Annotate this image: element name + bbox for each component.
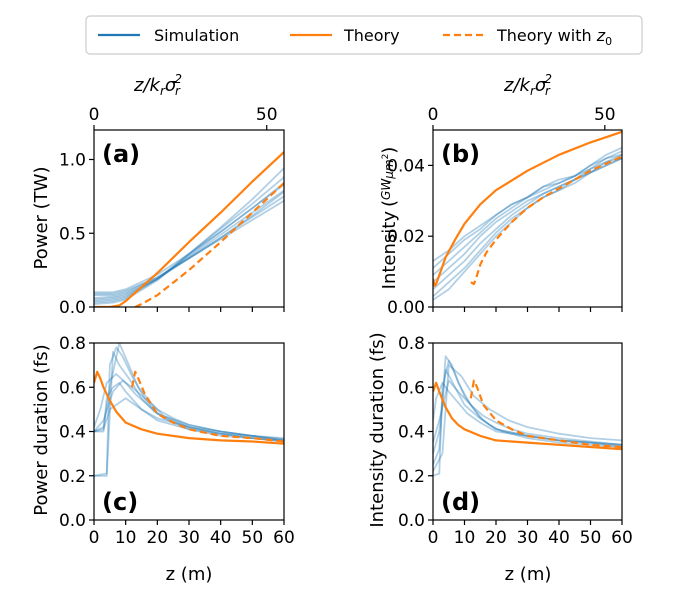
panel-b-ytick-label: 0.04 [387, 156, 425, 176]
panel-c-xtick-label: 20 [147, 528, 169, 548]
panel-a-plot-area [94, 151, 284, 307]
panel-d-ytick-label: 0.2 [398, 467, 425, 487]
panel-a-simulation-line-0 [94, 167, 284, 305]
legend-box [85, 15, 643, 55]
panel-b-simulation-line-0 [433, 150, 622, 269]
panel-c-simulation-line-4 [94, 379, 284, 442]
panel-d-xtick-label: 10 [454, 528, 476, 548]
top-axis-label-right: z/krσ2 r [503, 72, 552, 98]
top-axis-label-left: z/krσ2 r [133, 72, 182, 98]
panel-d-ytick-label: 0.8 [398, 334, 425, 354]
panel-c-ytick-label: 0.0 [59, 511, 86, 531]
panel-a-ytick-label: 0.5 [59, 224, 86, 244]
panel-c-xtick-label: 10 [115, 528, 137, 548]
panel-a-ytick-label: 0.0 [59, 298, 86, 318]
panel-b-simulation-line-2 [433, 153, 622, 283]
panel-b-ytick-label: 0.02 [387, 227, 425, 247]
panel-d-simulation-line-5 [433, 364, 622, 472]
panel-d-simulation-line-1 [433, 355, 622, 466]
panel-a: 0.0 0.5 1.0 0 50 (a) [59, 105, 285, 318]
panel-c-simulation-line-2 [94, 343, 284, 442]
panel-c: 0.0 0.2 0.4 0.6 0.8 0 10 20 30 40 50 60 (c) [59, 334, 295, 548]
panel-b-simulation-line-3 [433, 157, 622, 290]
panel-d-ylabel: Intensity duration (fs) [367, 332, 388, 527]
panel-c-ytick-label: 0.8 [59, 334, 86, 354]
panel-d-ytick-label: 0.4 [398, 423, 425, 443]
panel-b-theory-z0-line [470, 155, 622, 286]
panel-d-ytick-label: 0.6 [398, 378, 425, 398]
panel-a-theory-z0-line [134, 182, 284, 307]
panel-d-xtick-label: 20 [485, 528, 507, 548]
panel-c-xtick-label: 40 [210, 528, 232, 548]
panel-d-simulation-line-0 [433, 359, 622, 477]
panel-c-ytick-label: 0.2 [59, 467, 86, 487]
panel-c-simulation-line-0 [94, 381, 284, 439]
panel-d-plot-area [433, 355, 622, 477]
panel-c-theory-z0-line [130, 370, 284, 443]
panel-a-simulation-line-5 [94, 200, 284, 297]
panel-a-theory-line [94, 151, 284, 307]
panel-a-simulation-line-7 [94, 182, 284, 294]
legend-theory-label: Theory [343, 26, 400, 45]
panel-c-label: (c) [102, 488, 138, 516]
panel-b-simulation-line-6 [433, 157, 622, 301]
panel-a-top-tick-label: 0 [89, 105, 100, 125]
panel-d-xtick-label: 60 [611, 528, 633, 548]
panel-d-theory-z0-line [469, 379, 622, 449]
panel-a-simulation-line-4 [94, 195, 284, 299]
panel-c-xtick-label: 60 [273, 528, 295, 548]
legend-simulation-label: Simulation [154, 26, 239, 45]
legend: Simulation Theory Theory with z0 [85, 15, 643, 55]
panel-c-ytick-label: 0.4 [59, 423, 86, 443]
panel-a-ylabel: Power (TW) [31, 167, 52, 270]
panel-d: 0.0 0.2 0.4 0.6 0.8 0 10 20 30 40 50 60 (d) [398, 334, 633, 548]
panel-a-simulation-line-6 [94, 191, 284, 295]
panel-a-simulation-line-1 [94, 176, 284, 304]
panel-c-xlabel: z (m) [166, 564, 213, 585]
panel-d-theory-line [433, 381, 622, 451]
panel-d-xtick-label: 40 [548, 528, 570, 548]
panel-d-xlabel: z (m) [505, 564, 552, 585]
panel-b-theory-line [433, 130, 622, 287]
panel-c-ytick-label: 0.6 [59, 378, 86, 398]
panel-b: 0.00 0.02 0.04 0 50 (b) [387, 105, 623, 318]
panel-c-xtick-label: 0 [89, 528, 100, 548]
panel-b-plot-area [433, 130, 622, 301]
panel-a-ytick-label: 1.0 [59, 151, 86, 171]
panel-b-ylabel: Intensity(GW/μm2) [379, 147, 400, 290]
panel-c-simulation-line-1 [94, 346, 284, 477]
panel-d-ytick-label: 0.0 [398, 511, 425, 531]
panel-a-top-tick-label: 50 [256, 105, 278, 125]
panel-c-simulation-line-6 [94, 397, 284, 441]
panel-c-ylabel: Power duration (fs) [31, 344, 52, 515]
panel-a-simulation-line-2 [94, 183, 284, 302]
panel-d-label: (d) [441, 488, 480, 516]
panel-b-simulation-line-5 [433, 146, 622, 262]
panel-d-simulation-line-3 [433, 368, 622, 454]
panel-c-xtick-label: 50 [242, 528, 264, 548]
panel-d-xtick-label: 50 [580, 528, 602, 548]
panel-b-top-tick-label: 50 [594, 105, 616, 125]
panel-c-simulation-line-3 [94, 373, 284, 443]
panel-c-theory-line [94, 370, 284, 445]
panel-a-label: (a) [102, 140, 140, 168]
panel-c-plot-area [94, 343, 284, 477]
panel-b-top-tick-label: 0 [428, 105, 439, 125]
panel-b-simulation-line-1 [433, 153, 622, 276]
panel-d-xtick-label: 30 [517, 528, 539, 548]
legend-theory-z0-label: Theory with z0 [496, 26, 612, 48]
panel-d-simulation-line-4 [433, 379, 622, 446]
panel-b-label: (b) [441, 140, 480, 168]
panel-c-xtick-label: 30 [178, 528, 200, 548]
panel-c-simulation-line-5 [94, 350, 284, 477]
panel-d-xtick-label: 0 [428, 528, 439, 548]
panel-b-ytick-label: 0.00 [387, 298, 425, 318]
panel-b-simulation-line-4 [433, 157, 622, 298]
